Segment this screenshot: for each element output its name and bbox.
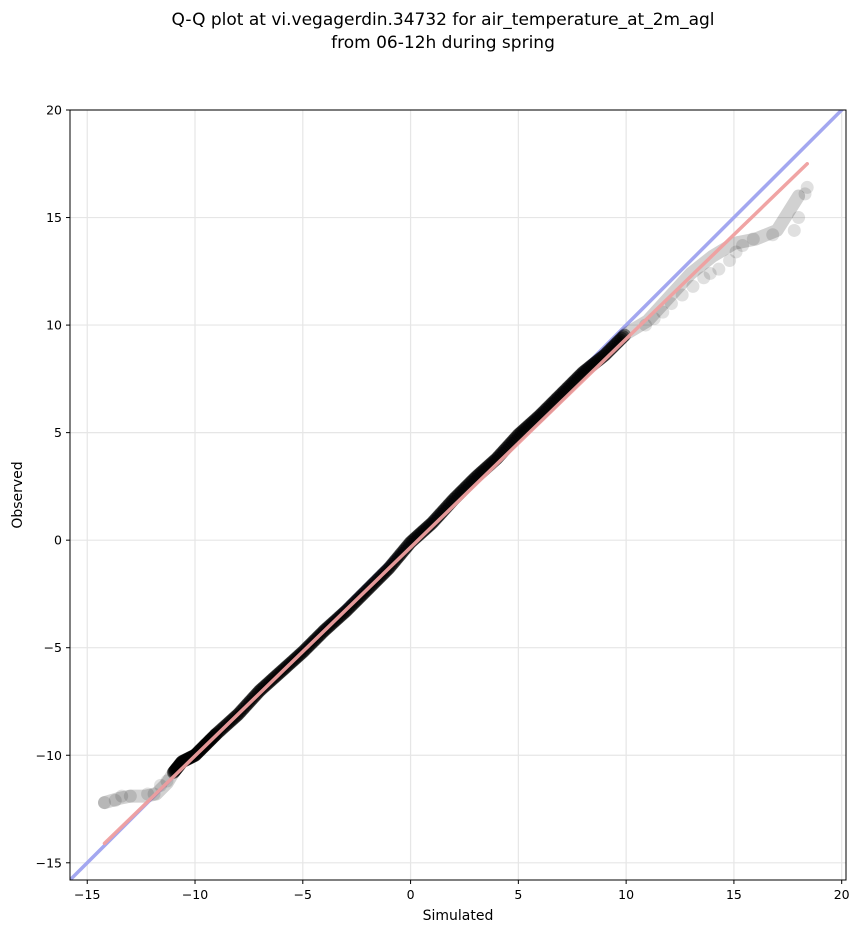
axis-ticks: −15 −10 −5 0 5 10 15 20 −15 −10 −5 0 5 10 15 20 [36, 103, 850, 903]
y-tick-label: 10 [46, 318, 62, 333]
plot-area [70, 110, 845, 880]
quantile-point [424, 517, 438, 531]
quantile-point [427, 514, 441, 528]
x-tick-label: 5 [514, 887, 522, 902]
tail-point [723, 254, 737, 268]
x-tick-label: −5 [294, 887, 312, 902]
y-tick-label: 0 [54, 533, 62, 548]
grid-lines [70, 109, 846, 880]
quantile-point [253, 684, 267, 698]
tail-point [123, 789, 137, 803]
quantile-point [394, 546, 408, 560]
tail-point [798, 187, 812, 201]
quantile-point [393, 548, 407, 562]
y-tick-label: 15 [46, 210, 62, 225]
tail-point [115, 789, 129, 803]
quantile-point [425, 516, 439, 530]
y-tick-label: 5 [54, 425, 62, 440]
x-tick-label: −10 [182, 887, 208, 902]
tail-point [792, 211, 806, 225]
fit-line [102, 162, 809, 846]
y-axis-label: Observed [10, 461, 26, 528]
tail-point [766, 228, 780, 242]
y-tick-label: −5 [44, 640, 62, 655]
plot-frame [69, 109, 847, 881]
quantile-point [396, 545, 410, 559]
tail-point [746, 232, 760, 246]
y-tick-label: 20 [46, 103, 62, 118]
quantile-point [397, 543, 411, 557]
x-axis-label: Simulated [423, 908, 494, 924]
chart-title-line-1: Q-Q plot at vi.vegagerdin.34732 for air_… [171, 10, 714, 30]
quantile-point [422, 519, 436, 533]
tail-point [686, 279, 700, 293]
tail-point [675, 288, 689, 302]
tail-point [703, 266, 717, 280]
quantile-point [182, 751, 196, 765]
tail-point [787, 223, 801, 237]
tail-point [154, 778, 168, 792]
x-tick-label: 0 [407, 887, 415, 902]
tail-point [736, 239, 750, 253]
tail-point [108, 793, 122, 807]
tail-point [800, 180, 814, 194]
tail-point [97, 796, 111, 810]
quantile-point [182, 751, 196, 765]
chart-title-line-2: from 06-12h during spring [331, 33, 555, 53]
x-tick-label: −15 [74, 887, 100, 902]
tail-point [712, 262, 726, 276]
quantile-point [421, 520, 435, 534]
y-tick-label: −15 [36, 855, 62, 870]
x-tick-label: 20 [834, 887, 850, 902]
x-tick-label: 15 [726, 887, 742, 902]
tail-point [729, 245, 743, 259]
x-tick-label: 10 [618, 887, 634, 902]
y-tick-label: −10 [36, 748, 62, 763]
tail-point [697, 271, 711, 285]
quantile-point [183, 751, 197, 765]
